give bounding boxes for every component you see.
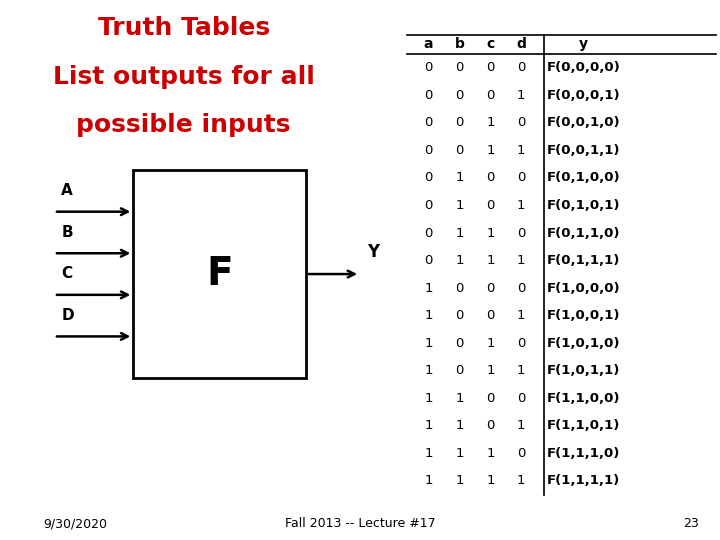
Text: 0: 0 <box>486 392 495 405</box>
Text: 0: 0 <box>424 171 433 185</box>
Text: 0: 0 <box>517 61 526 75</box>
Text: 1: 1 <box>517 199 526 212</box>
Text: 0: 0 <box>517 447 526 460</box>
Text: F(0,1,1,1): F(0,1,1,1) <box>546 254 620 267</box>
Text: F(0,1,1,0): F(0,1,1,0) <box>546 226 620 240</box>
Text: 0: 0 <box>424 116 433 130</box>
Text: F(0,0,0,0): F(0,0,0,0) <box>546 61 620 75</box>
Text: F(1,0,1,1): F(1,0,1,1) <box>546 364 620 377</box>
Text: 1: 1 <box>517 364 526 377</box>
Text: F(1,1,0,1): F(1,1,0,1) <box>546 419 620 433</box>
Text: 0: 0 <box>486 309 495 322</box>
Text: 1: 1 <box>424 419 433 433</box>
Text: 1: 1 <box>517 254 526 267</box>
Text: 1: 1 <box>486 116 495 130</box>
Text: 1: 1 <box>424 364 433 377</box>
Text: 1: 1 <box>424 281 433 295</box>
Text: 0: 0 <box>517 392 526 405</box>
Text: 9/30/2020: 9/30/2020 <box>43 517 107 530</box>
Text: 0: 0 <box>455 336 464 350</box>
Text: Truth Tables: Truth Tables <box>97 16 270 40</box>
Text: 1: 1 <box>517 144 526 157</box>
Text: 0: 0 <box>424 226 433 240</box>
Text: F(1,0,1,0): F(1,0,1,0) <box>546 336 620 350</box>
Text: 0: 0 <box>455 309 464 322</box>
Text: 1: 1 <box>424 309 433 322</box>
Text: 0: 0 <box>424 89 433 102</box>
Text: F(0,0,0,1): F(0,0,0,1) <box>546 89 620 102</box>
Text: D: D <box>61 308 74 323</box>
Text: 0: 0 <box>517 281 526 295</box>
Text: F(1,1,1,0): F(1,1,1,0) <box>546 447 620 460</box>
Text: 0: 0 <box>424 61 433 75</box>
Text: F(1,0,0,1): F(1,0,0,1) <box>546 309 620 322</box>
Text: b: b <box>454 37 464 51</box>
Text: 1: 1 <box>517 419 526 433</box>
Text: 0: 0 <box>486 199 495 212</box>
Text: 23: 23 <box>683 517 698 530</box>
Text: 0: 0 <box>517 171 526 185</box>
Text: F(0,0,1,1): F(0,0,1,1) <box>546 144 620 157</box>
Text: 0: 0 <box>486 281 495 295</box>
Text: 1: 1 <box>455 171 464 185</box>
Bar <box>133 170 306 378</box>
Text: 0: 0 <box>486 171 495 185</box>
Text: 1: 1 <box>517 89 526 102</box>
Text: 0: 0 <box>455 89 464 102</box>
Text: 0: 0 <box>455 281 464 295</box>
Text: 0: 0 <box>424 254 433 267</box>
Text: F(1,1,1,1): F(1,1,1,1) <box>546 474 620 488</box>
Text: 1: 1 <box>486 447 495 460</box>
Text: Fall 2013 -- Lecture #17: Fall 2013 -- Lecture #17 <box>284 517 436 530</box>
Text: 1: 1 <box>486 254 495 267</box>
Text: A: A <box>61 183 73 198</box>
Text: F: F <box>207 255 233 293</box>
Text: 1: 1 <box>455 419 464 433</box>
Text: 1: 1 <box>517 309 526 322</box>
Text: F(0,1,0,0): F(0,1,0,0) <box>546 171 620 185</box>
Text: 0: 0 <box>517 116 526 130</box>
Text: 0: 0 <box>455 144 464 157</box>
Text: 0: 0 <box>455 364 464 377</box>
Text: 1: 1 <box>486 364 495 377</box>
Text: 0: 0 <box>486 61 495 75</box>
Text: F(1,0,0,0): F(1,0,0,0) <box>546 281 620 295</box>
Text: y: y <box>579 37 588 51</box>
Text: 0: 0 <box>517 226 526 240</box>
Text: 1: 1 <box>486 336 495 350</box>
Text: possible inputs: possible inputs <box>76 113 291 137</box>
Text: 0: 0 <box>455 116 464 130</box>
Text: d: d <box>516 37 526 51</box>
Text: 1: 1 <box>424 392 433 405</box>
Text: C: C <box>61 266 72 281</box>
Text: 0: 0 <box>424 199 433 212</box>
Text: 0: 0 <box>517 336 526 350</box>
Text: 0: 0 <box>455 61 464 75</box>
Text: 1: 1 <box>424 447 433 460</box>
Text: 1: 1 <box>455 199 464 212</box>
Text: List outputs for all: List outputs for all <box>53 65 315 89</box>
Text: 1: 1 <box>455 392 464 405</box>
Text: F(0,1,0,1): F(0,1,0,1) <box>546 199 620 212</box>
Text: a: a <box>423 37 433 51</box>
Text: 1: 1 <box>486 144 495 157</box>
Text: c: c <box>486 37 495 51</box>
Text: 1: 1 <box>424 474 433 488</box>
Text: 1: 1 <box>486 226 495 240</box>
Text: 0: 0 <box>486 419 495 433</box>
Text: 0: 0 <box>424 144 433 157</box>
Text: 1: 1 <box>455 226 464 240</box>
Text: 1: 1 <box>424 336 433 350</box>
Text: Y: Y <box>367 242 379 261</box>
Text: 1: 1 <box>455 474 464 488</box>
Text: 1: 1 <box>486 474 495 488</box>
Text: 1: 1 <box>455 447 464 460</box>
Text: 1: 1 <box>517 474 526 488</box>
Text: F(1,1,0,0): F(1,1,0,0) <box>546 392 620 405</box>
Text: F(0,0,1,0): F(0,0,1,0) <box>546 116 620 130</box>
Text: B: B <box>61 225 73 240</box>
Text: 0: 0 <box>486 89 495 102</box>
Text: 1: 1 <box>455 254 464 267</box>
